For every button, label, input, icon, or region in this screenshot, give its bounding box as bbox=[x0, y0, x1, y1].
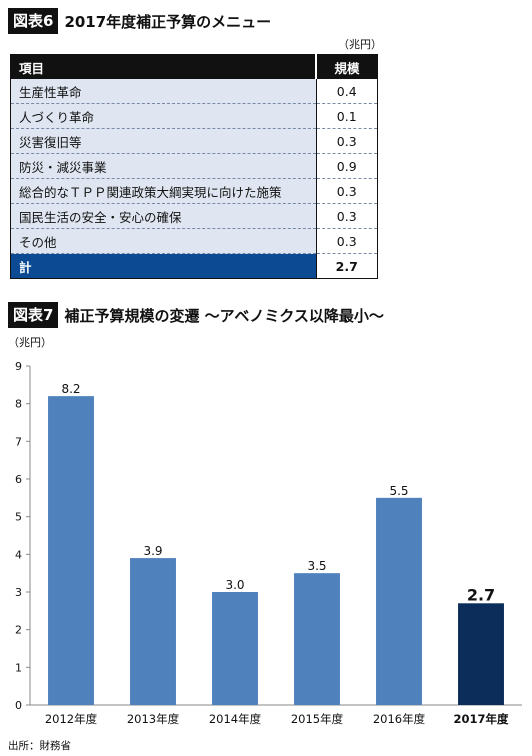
row-label: 総合的なＴＰＰ関連政策大綱実現に向けた施策 bbox=[10, 178, 316, 204]
table-figure-heading: 2017年度補正予算のメニュー bbox=[64, 12, 272, 31]
row-value: 0.3 bbox=[315, 178, 378, 204]
row-value: 0.3 bbox=[315, 128, 378, 154]
y-tick-label: 5 bbox=[15, 511, 22, 524]
row-value: 0.4 bbox=[315, 79, 378, 104]
table-row: 総合的なＴＰＰ関連政策大綱実現に向けた施策 0.3 bbox=[10, 178, 378, 204]
table-row: 防災・減災事業 0.9 bbox=[10, 153, 378, 179]
y-tick-label: 7 bbox=[15, 435, 22, 448]
table-total-row: 計 2.7 bbox=[10, 253, 378, 279]
x-tick-label: 2013年度 bbox=[127, 712, 180, 726]
table-row: その他 0.3 bbox=[10, 228, 378, 254]
table-row: 人づくり革命 0.1 bbox=[10, 103, 378, 129]
table-row: 災害復旧等 0.3 bbox=[10, 128, 378, 154]
y-tick-label: 1 bbox=[15, 661, 22, 674]
bar-value-label: 2.7 bbox=[467, 585, 495, 604]
x-tick-label: 2017年度 bbox=[453, 712, 509, 726]
row-value: 0.1 bbox=[315, 103, 378, 129]
row-label: 人づくり革命 bbox=[10, 103, 316, 129]
y-tick-label: 6 bbox=[15, 473, 22, 486]
chart-figure-heading: 補正予算規模の変遷 〜アベノミクス以降最小〜 bbox=[64, 306, 384, 325]
table-unit-label: （兆円） bbox=[338, 38, 382, 51]
chart-unit-label: （兆円） bbox=[8, 336, 52, 349]
x-tick-label: 2016年度 bbox=[373, 712, 426, 726]
row-value: 0.3 bbox=[315, 203, 378, 229]
table-row: 生産性革命 0.4 bbox=[10, 79, 378, 104]
bar bbox=[48, 396, 94, 705]
row-value: 0.9 bbox=[315, 153, 378, 179]
header-item: 項目 bbox=[10, 54, 316, 79]
bar bbox=[458, 603, 504, 705]
bar-value-label: 3.5 bbox=[307, 559, 326, 573]
total-label: 計 bbox=[10, 253, 316, 279]
row-label: 防災・減災事業 bbox=[10, 153, 316, 179]
budget-bar-chart: 0 1 2 3 4 5 6 7 8 9 8.2 2012年度 3.9 2013年度 3.0 2014年度 3.5… bbox=[15, 360, 522, 726]
y-tick-label: 8 bbox=[15, 398, 22, 411]
table-row: 国民生活の安全・安心の確保 0.3 bbox=[10, 203, 378, 229]
bar bbox=[294, 573, 340, 705]
row-label: その他 bbox=[10, 228, 316, 254]
y-tick-label: 4 bbox=[15, 548, 22, 561]
row-label: 災害復旧等 bbox=[10, 128, 316, 154]
y-tick-label: 2 bbox=[15, 624, 22, 637]
bar bbox=[212, 592, 258, 705]
y-tick-label: 9 bbox=[15, 360, 22, 373]
bar-value-label: 3.0 bbox=[225, 578, 244, 592]
row-label: 国民生活の安全・安心の確保 bbox=[10, 203, 316, 229]
header-value: 規模 bbox=[315, 54, 378, 79]
bar bbox=[130, 558, 176, 705]
x-tick-label: 2014年度 bbox=[209, 712, 262, 726]
bar bbox=[376, 497, 422, 705]
total-value: 2.7 bbox=[315, 253, 378, 279]
row-value: 0.3 bbox=[315, 228, 378, 254]
table-figure-title: 図表6 2017年度補正予算のメニュー bbox=[8, 8, 271, 34]
source-note: 出所：財務省 bbox=[8, 740, 71, 752]
table-header-row: 項目 規模 bbox=[10, 54, 378, 79]
x-tick-label: 2012年度 bbox=[45, 712, 98, 726]
bar-value-label: 5.5 bbox=[389, 484, 408, 498]
x-tick-label: 2015年度 bbox=[291, 712, 344, 726]
bar-value-label: 8.2 bbox=[61, 382, 80, 396]
table-figure-badge: 図表6 bbox=[8, 8, 59, 34]
chart-figure-badge: 図表7 bbox=[8, 302, 59, 328]
y-tick-label: 3 bbox=[15, 586, 22, 599]
y-tick-label: 0 bbox=[15, 699, 22, 712]
chart-figure-title: 図表7 補正予算規模の変遷 〜アベノミクス以降最小〜 bbox=[8, 302, 384, 328]
row-label: 生産性革命 bbox=[10, 79, 316, 104]
bar-value-label: 3.9 bbox=[143, 544, 162, 558]
budget-menu-table: 項目 規模 生産性革命 0.4 人づくり革命 0.1 災害復旧等 0.3 防災・減災事… bbox=[10, 54, 378, 279]
